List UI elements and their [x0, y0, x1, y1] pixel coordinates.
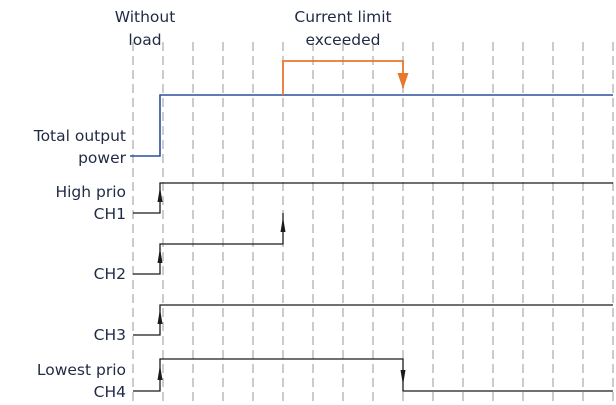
ch4-waveform [133, 358, 613, 392]
signal-label-line: CH1 [94, 205, 126, 223]
signal-label-ch2: CH2 [94, 265, 126, 283]
signal-label-total-output-power: Total output power [33, 127, 127, 167]
ch4-rising-edge-arrow-icon [157, 365, 163, 380]
signal-label-line: Lowest prio [37, 361, 126, 379]
ch2-rising-edge-arrow-icon [157, 248, 163, 263]
ch2-waveform [133, 213, 284, 275]
ch3-rising-edge-arrow-icon [157, 309, 163, 324]
annotation-line: load [128, 31, 161, 49]
ch4-falling-edge-arrow-icon [400, 370, 406, 385]
signal-label-line: power [78, 149, 127, 167]
ch1-rising-edge-arrow-icon [157, 187, 163, 202]
annotation-current-limit: Current limit exceeded [294, 8, 391, 49]
time-grid [132, 42, 614, 403]
annotation-line: exceeded [306, 31, 381, 49]
annotation-without-load: Without load [115, 8, 176, 49]
signal-label-line: CH2 [94, 265, 126, 283]
signal-label-line: Total output [33, 127, 126, 145]
signal-label-line: CH4 [94, 383, 126, 401]
signal-label-ch4: Lowest prio CH4 [37, 361, 126, 401]
annotation-line: Without [115, 8, 176, 26]
signal-label-line: High prio [55, 183, 126, 201]
ch2-second-rising-edge-arrow-icon [280, 217, 286, 232]
total-output-power-waveform [130, 94, 613, 157]
signal-label-ch1: High prio CH1 [55, 183, 126, 223]
annotation-line: Current limit [294, 8, 391, 26]
signal-label-ch3: CH3 [94, 326, 126, 344]
current-limit-down-arrow-icon [397, 73, 409, 89]
signal-label-line: CH3 [94, 326, 126, 344]
current-limit-marker [282, 60, 409, 95]
